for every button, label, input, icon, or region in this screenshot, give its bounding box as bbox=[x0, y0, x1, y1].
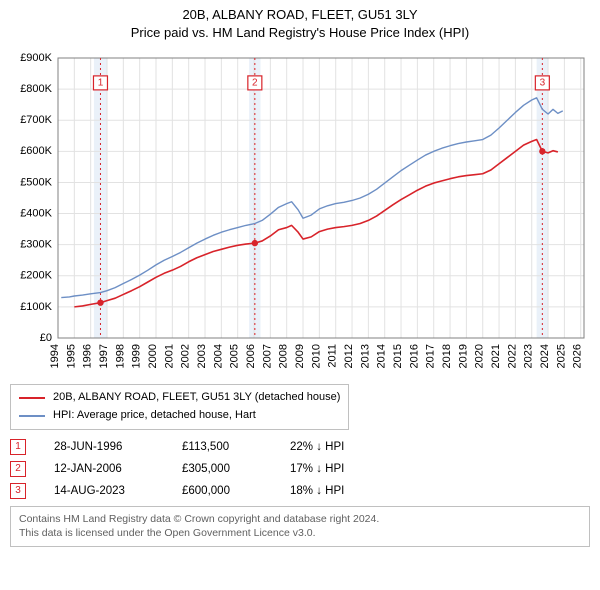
svg-text:3: 3 bbox=[540, 78, 546, 89]
footer-line: Contains HM Land Registry data © Crown c… bbox=[19, 512, 581, 527]
marker-row: 2 12-JAN-2006 £305,000 17% ↓ HPI bbox=[10, 458, 590, 480]
svg-text:2015: 2015 bbox=[392, 344, 404, 368]
svg-text:2005: 2005 bbox=[229, 344, 241, 368]
marker-row: 3 14-AUG-2023 £600,000 18% ↓ HPI bbox=[10, 480, 590, 502]
marker-date: 14-AUG-2023 bbox=[54, 485, 154, 497]
marker-pct: 17% ↓ HPI bbox=[290, 463, 400, 475]
svg-text:2011: 2011 bbox=[327, 344, 339, 368]
footer-line: This data is licensed under the Open Gov… bbox=[19, 526, 581, 541]
marker-price: £600,000 bbox=[182, 485, 262, 497]
svg-text:2022: 2022 bbox=[506, 344, 518, 368]
svg-text:£100K: £100K bbox=[20, 301, 52, 313]
legend-row: HPI: Average price, detached house, Hart bbox=[19, 407, 340, 425]
svg-text:2010: 2010 bbox=[310, 344, 322, 368]
svg-text:2014: 2014 bbox=[376, 344, 388, 368]
legend-label: 20B, ALBANY ROAD, FLEET, GU51 3LY (detac… bbox=[53, 389, 340, 407]
marker-badge: 2 bbox=[10, 461, 26, 477]
footer-attribution: Contains HM Land Registry data © Crown c… bbox=[10, 506, 590, 547]
svg-text:2003: 2003 bbox=[196, 344, 208, 368]
svg-text:2012: 2012 bbox=[343, 344, 355, 368]
svg-text:2002: 2002 bbox=[180, 344, 192, 368]
marker-date: 12-JAN-2006 bbox=[54, 463, 154, 475]
svg-text:2023: 2023 bbox=[523, 344, 535, 368]
legend-swatch bbox=[19, 397, 45, 399]
svg-text:1999: 1999 bbox=[131, 344, 143, 368]
svg-text:2025: 2025 bbox=[555, 344, 567, 368]
svg-text:2008: 2008 bbox=[278, 344, 290, 368]
svg-text:2001: 2001 bbox=[163, 344, 175, 368]
marker-date: 28-JUN-1996 bbox=[54, 441, 154, 453]
svg-text:£700K: £700K bbox=[20, 115, 52, 127]
svg-text:2021: 2021 bbox=[490, 344, 502, 368]
svg-text:2000: 2000 bbox=[147, 344, 159, 368]
svg-text:£0: £0 bbox=[40, 332, 52, 344]
svg-text:2006: 2006 bbox=[245, 344, 257, 368]
legend: 20B, ALBANY ROAD, FLEET, GU51 3LY (detac… bbox=[10, 384, 349, 429]
legend-row: 20B, ALBANY ROAD, FLEET, GU51 3LY (detac… bbox=[19, 389, 340, 407]
svg-text:£500K: £500K bbox=[20, 177, 52, 189]
svg-text:2009: 2009 bbox=[294, 344, 306, 368]
marker-badge: 1 bbox=[10, 439, 26, 455]
svg-text:£800K: £800K bbox=[20, 83, 52, 95]
svg-text:2007: 2007 bbox=[261, 344, 273, 368]
marker-badge: 3 bbox=[10, 483, 26, 499]
svg-text:£300K: £300K bbox=[20, 239, 52, 251]
marker-row: 1 28-JUN-1996 £113,500 22% ↓ HPI bbox=[10, 436, 590, 458]
legend-label: HPI: Average price, detached house, Hart bbox=[53, 407, 256, 425]
svg-text:2017: 2017 bbox=[425, 344, 437, 368]
svg-text:1996: 1996 bbox=[82, 344, 94, 368]
svg-text:2020: 2020 bbox=[474, 344, 486, 368]
svg-text:2026: 2026 bbox=[572, 344, 584, 368]
svg-text:2013: 2013 bbox=[359, 344, 371, 368]
svg-text:1997: 1997 bbox=[98, 344, 110, 368]
svg-text:2024: 2024 bbox=[539, 344, 551, 368]
svg-text:2004: 2004 bbox=[212, 344, 224, 368]
svg-text:1994: 1994 bbox=[49, 344, 61, 368]
svg-text:1: 1 bbox=[98, 78, 104, 89]
markers-table: 1 28-JUN-1996 £113,500 22% ↓ HPI 2 12-JA… bbox=[10, 436, 590, 502]
svg-text:2019: 2019 bbox=[457, 344, 469, 368]
chart-svg: £0 £100K £200K £300K £400K £500K £600K £700K £80… bbox=[10, 50, 590, 380]
marker-price: £305,000 bbox=[182, 463, 262, 475]
svg-text:£400K: £400K bbox=[20, 208, 52, 220]
svg-text:2: 2 bbox=[252, 78, 258, 89]
chart-container: 20B, ALBANY ROAD, FLEET, GU51 3LY Price … bbox=[0, 0, 600, 590]
svg-text:1995: 1995 bbox=[65, 344, 77, 368]
marker-pct: 22% ↓ HPI bbox=[290, 441, 400, 453]
marker-pct: 18% ↓ HPI bbox=[290, 485, 400, 497]
svg-text:£900K: £900K bbox=[20, 52, 52, 64]
legend-swatch bbox=[19, 415, 45, 417]
svg-text:£200K: £200K bbox=[20, 270, 52, 282]
svg-text:£600K: £600K bbox=[20, 146, 52, 158]
svg-text:2018: 2018 bbox=[441, 344, 453, 368]
marker-price: £113,500 bbox=[182, 441, 262, 453]
svg-text:2016: 2016 bbox=[408, 344, 420, 368]
chart-plot-area: £0 £100K £200K £300K £400K £500K £600K £700K £80… bbox=[10, 50, 590, 380]
svg-text:1998: 1998 bbox=[114, 344, 126, 368]
chart-subtitle: Price paid vs. HM Land Registry's House … bbox=[10, 24, 590, 42]
chart-title: 20B, ALBANY ROAD, FLEET, GU51 3LY bbox=[10, 6, 590, 24]
